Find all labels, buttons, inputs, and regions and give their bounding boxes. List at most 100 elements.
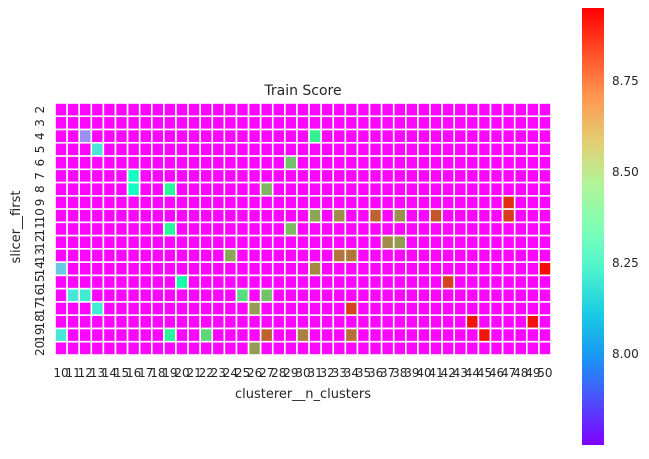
- heatmap-cell: [223, 327, 238, 343]
- heatmap-cell: [126, 115, 141, 131]
- heatmap-cell: [441, 128, 456, 144]
- heatmap-cell: [501, 340, 516, 356]
- heatmap-cell: [102, 195, 117, 210]
- heatmap-cell: [477, 168, 492, 184]
- x-tick-label: 42: [441, 366, 456, 380]
- heatmap-cell: [308, 208, 322, 224]
- heatmap-cell: [138, 287, 153, 303]
- heatmap-cell: [513, 314, 528, 330]
- heatmap-cell: [405, 221, 419, 237]
- heatmap-cell: [526, 221, 540, 237]
- heatmap-cell: [453, 274, 468, 290]
- heatmap-cell: [332, 168, 347, 184]
- heatmap-cell: [332, 234, 347, 250]
- heatmap-cell: [163, 301, 177, 317]
- heatmap-cell: [259, 168, 274, 184]
- heatmap-cell: [187, 195, 201, 210]
- heatmap-cell: [441, 287, 456, 303]
- heatmap-cell: [538, 141, 552, 157]
- heatmap-cell: [320, 221, 335, 237]
- heatmap-cell: [344, 115, 359, 131]
- heatmap-cell: [150, 327, 165, 343]
- heatmap-cell: [380, 327, 395, 343]
- heatmap-cell: [344, 155, 359, 171]
- heatmap-cell: [175, 102, 189, 118]
- heatmap-cell: [320, 248, 335, 263]
- heatmap-cell: [247, 155, 262, 171]
- heatmap-cell: [296, 168, 310, 184]
- heatmap-cell: [441, 261, 456, 277]
- heatmap-cell: [66, 141, 80, 157]
- heatmap-cell: [259, 181, 274, 197]
- heatmap-cell: [235, 301, 250, 317]
- heatmap-cell: [296, 327, 310, 343]
- heatmap-cell: [90, 261, 105, 277]
- heatmap-cell: [308, 115, 322, 131]
- heatmap-cell: [392, 221, 407, 237]
- heatmap-cell: [54, 128, 68, 144]
- heatmap-cell: [163, 248, 177, 263]
- heatmap-cell: [114, 327, 129, 343]
- heatmap-cell: [513, 195, 528, 210]
- x-tick-label: 30: [295, 366, 310, 380]
- x-tick-label: 17: [138, 366, 153, 380]
- heatmap-cell: [489, 301, 504, 317]
- heatmap-cell: [368, 181, 383, 197]
- x-tick-label: 22: [199, 366, 214, 380]
- x-tick-label: 47: [501, 366, 516, 380]
- heatmap-cell: [538, 155, 552, 171]
- heatmap-cell: [344, 102, 359, 118]
- heatmap-cell: [138, 141, 153, 157]
- heatmap-cell: [54, 208, 68, 224]
- heatmap-cell: [54, 181, 68, 197]
- heatmap-cell: [429, 208, 443, 224]
- heatmap-cell: [526, 248, 540, 263]
- heatmap-cell: [211, 155, 226, 171]
- heatmap-cell: [380, 141, 395, 157]
- heatmap-cell: [284, 168, 298, 184]
- heatmap-cell: [66, 128, 80, 144]
- heatmap-cell: [211, 208, 226, 224]
- x-tick-label: 12: [78, 366, 93, 380]
- heatmap-cell: [392, 181, 407, 197]
- heatmap-cell: [380, 102, 395, 118]
- heatmap-cell: [78, 168, 93, 184]
- heatmap-cell: [513, 155, 528, 171]
- heatmap-cell: [66, 287, 80, 303]
- heatmap-cell: [223, 248, 238, 263]
- heatmap-cell: [296, 314, 310, 330]
- heatmap-cell: [429, 181, 443, 197]
- heatmap-cell: [405, 314, 419, 330]
- heatmap-cell: [296, 340, 310, 356]
- heatmap-cell: [392, 314, 407, 330]
- heatmap-cell: [320, 128, 335, 144]
- heatmap-cell: [199, 155, 214, 171]
- heatmap-cell: [405, 128, 419, 144]
- heatmap-cell: [78, 115, 93, 131]
- x-tick-label: 13: [90, 366, 105, 380]
- heatmap-cell: [235, 287, 250, 303]
- heatmap-cell: [163, 195, 177, 210]
- heatmap-cell: [126, 340, 141, 356]
- x-tick-label: 36: [368, 366, 383, 380]
- heatmap-cell: [163, 208, 177, 224]
- heatmap-cell: [501, 128, 516, 144]
- heatmap-cell: [138, 340, 153, 356]
- heatmap-cell: [150, 102, 165, 118]
- heatmap-cell: [90, 301, 105, 317]
- x-tick-label: 29: [283, 366, 298, 380]
- heatmap-cell: [477, 301, 492, 317]
- heatmap-cell: [78, 248, 93, 263]
- heatmap-cell: [284, 287, 298, 303]
- heatmap-cell: [296, 287, 310, 303]
- heatmap-cell: [90, 327, 105, 343]
- heatmap-cell: [368, 141, 383, 157]
- heatmap-cell: [489, 234, 504, 250]
- heatmap-cell: [187, 274, 201, 290]
- x-tick-label: 41: [428, 366, 443, 380]
- heatmap-cell: [501, 155, 516, 171]
- heatmap-cell: [380, 314, 395, 330]
- heatmap-cell: [501, 287, 516, 303]
- heatmap-cell: [271, 327, 286, 343]
- heatmap-cell: [392, 301, 407, 317]
